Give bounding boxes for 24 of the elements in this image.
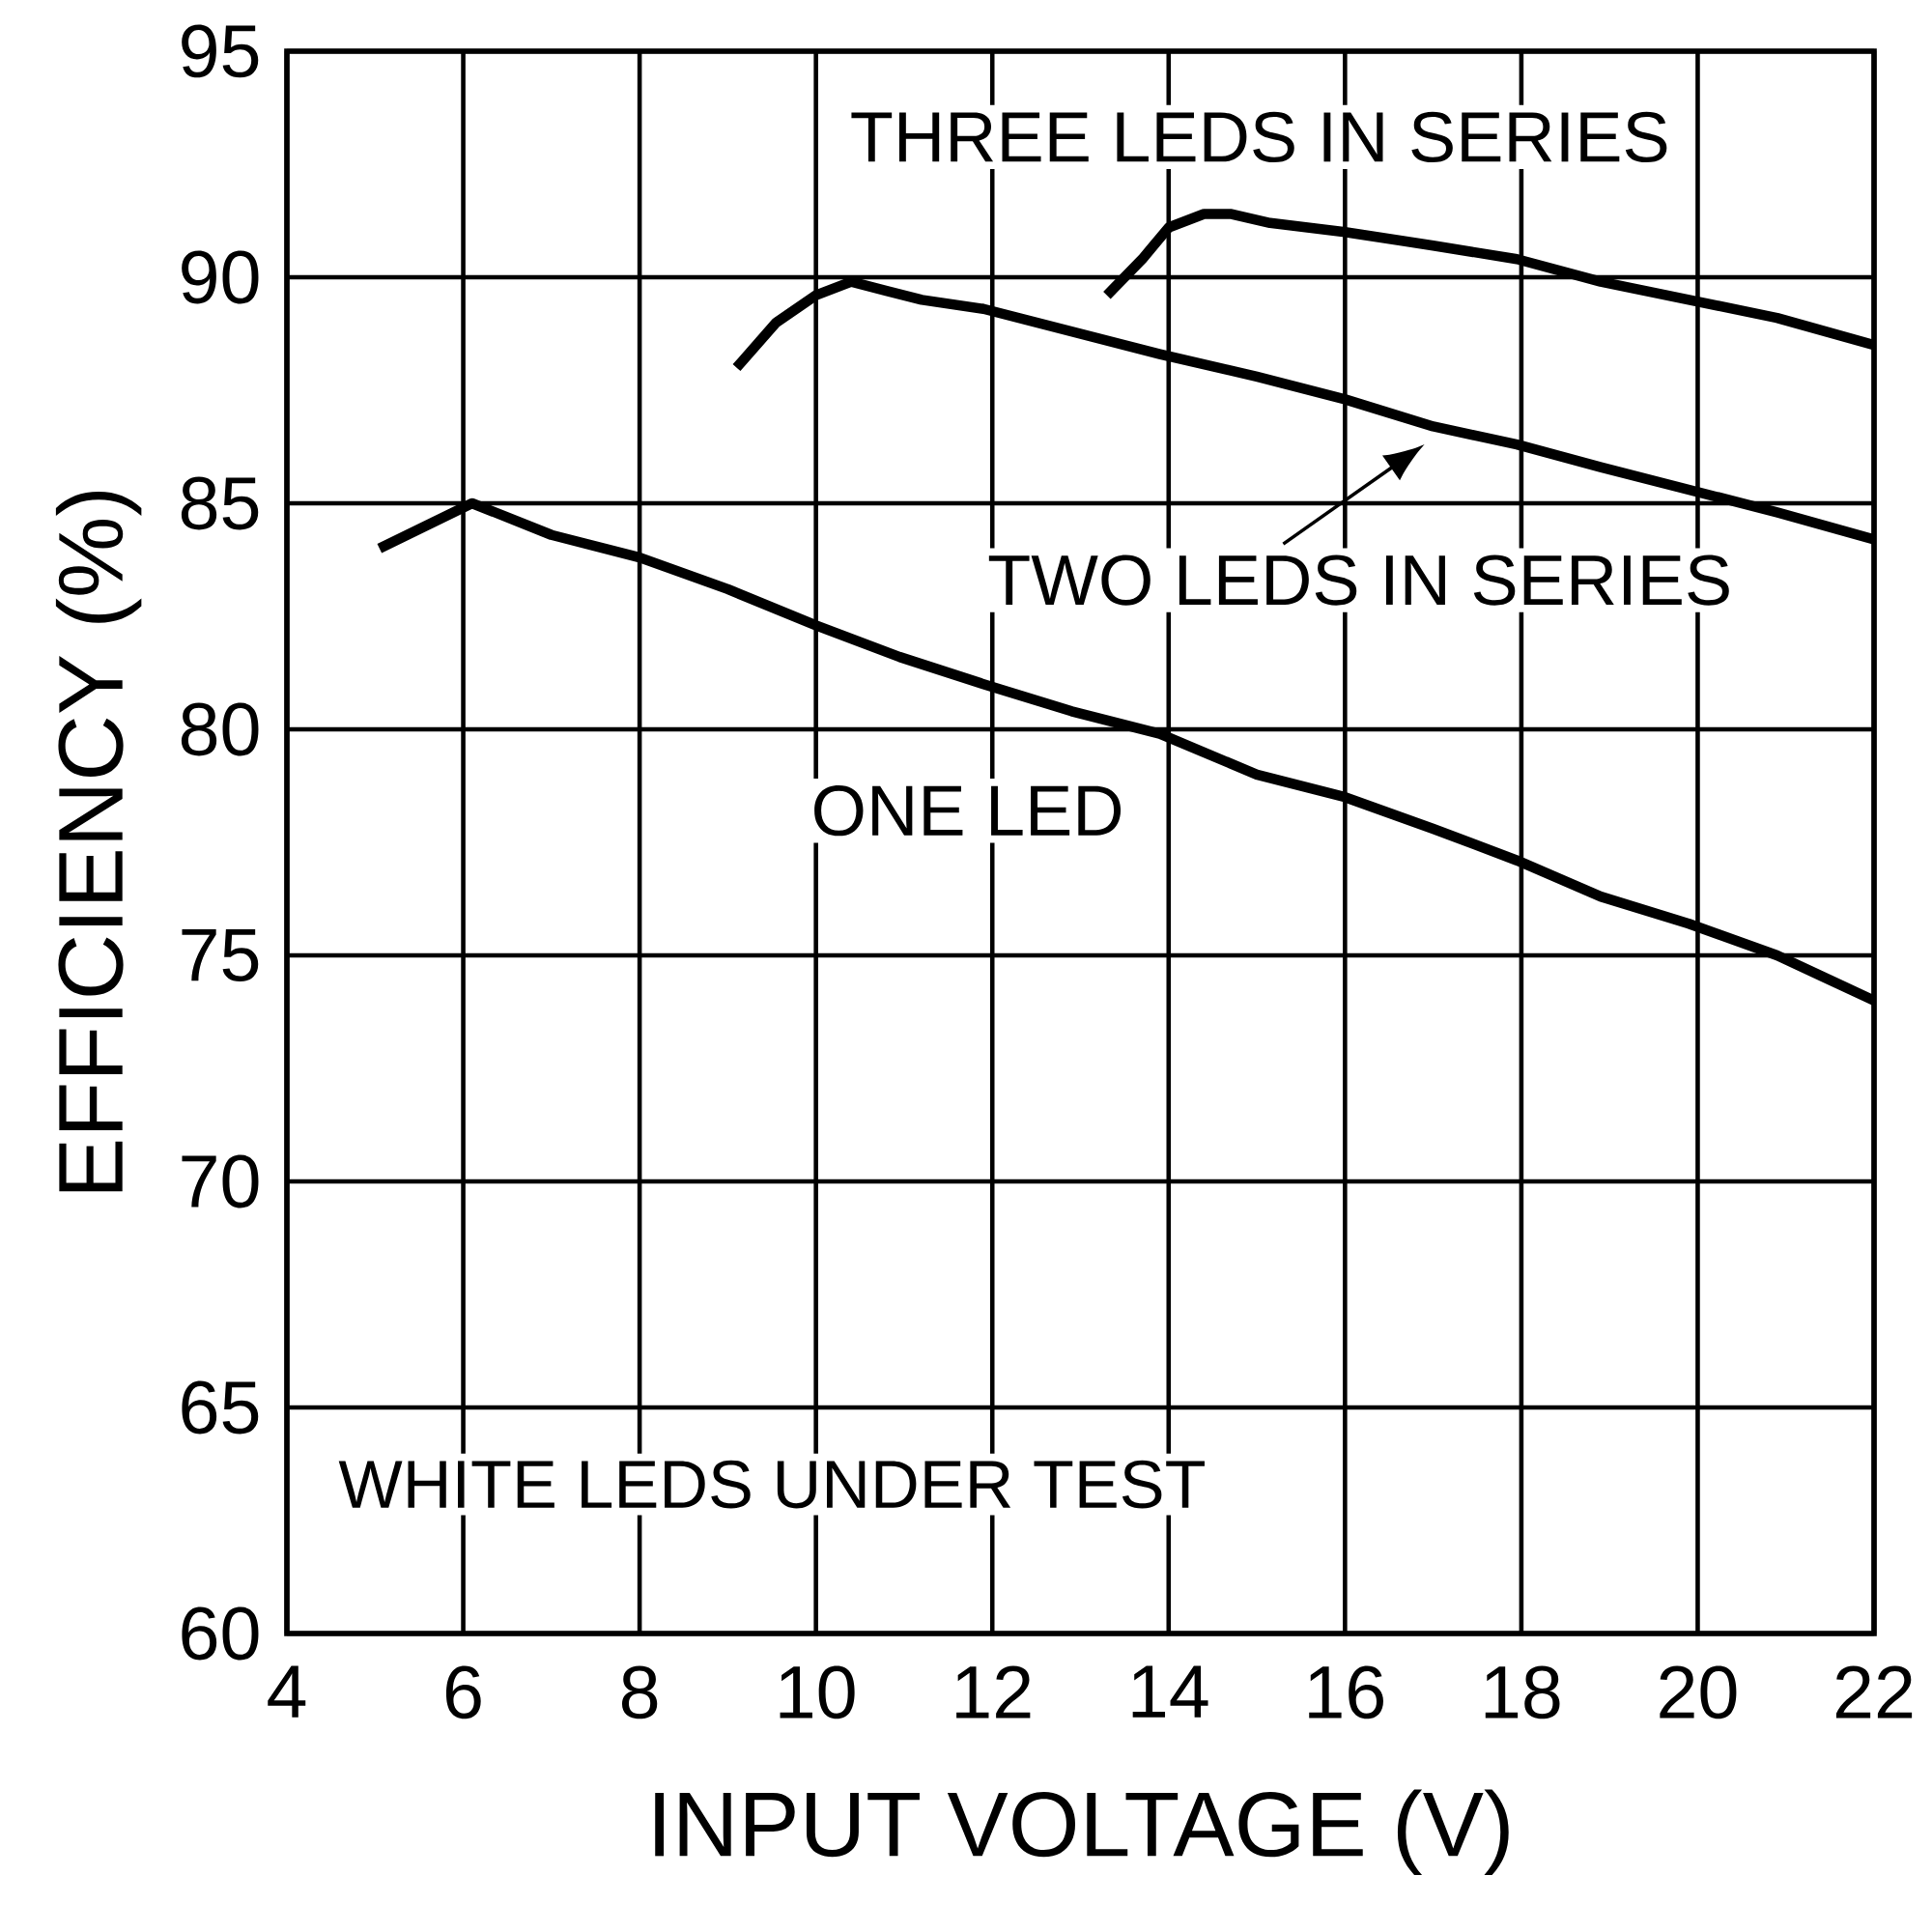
- y-axis-title: EFFICIENCY (%): [55, 491, 142, 1192]
- y-tick-label: 60: [182, 1606, 259, 1661]
- x-tick-label: 4: [268, 1665, 306, 1718]
- x-tick-label: 10: [780, 1665, 855, 1719]
- y-tick-label: 95: [182, 24, 259, 78]
- x-tick-label: 8: [621, 1665, 658, 1719]
- x-tick-label: 22: [1835, 1665, 1913, 1719]
- x-tick-label: 12: [956, 1665, 1031, 1719]
- x-tick-label: 18: [1485, 1665, 1560, 1719]
- annotation: WHITE LEDS UNDER TEST: [338, 1460, 1205, 1509]
- x-tick-label: 14: [1132, 1665, 1208, 1718]
- x-tick-label: 6: [445, 1665, 481, 1719]
- x-axis-title: INPUT VOLTAGE (V): [655, 1789, 1509, 1876]
- x-tick-label: 16: [1309, 1665, 1383, 1719]
- y-tick-label: 90: [182, 250, 259, 304]
- y-tick-label: 65: [182, 1380, 259, 1435]
- y-tick-label: 85: [181, 476, 259, 530]
- series-label: ONE LED: [814, 785, 1122, 837]
- x-tick-label: 20: [1660, 1665, 1737, 1719]
- series-label: THREE LEDS IN SERIES: [851, 111, 1667, 163]
- y-tick-label: 70: [182, 1154, 259, 1208]
- y-tick-label: 75: [182, 929, 259, 981]
- legend-label: TWO LEDS IN SERIES: [988, 554, 1729, 606]
- y-tick-label: 80: [181, 702, 259, 756]
